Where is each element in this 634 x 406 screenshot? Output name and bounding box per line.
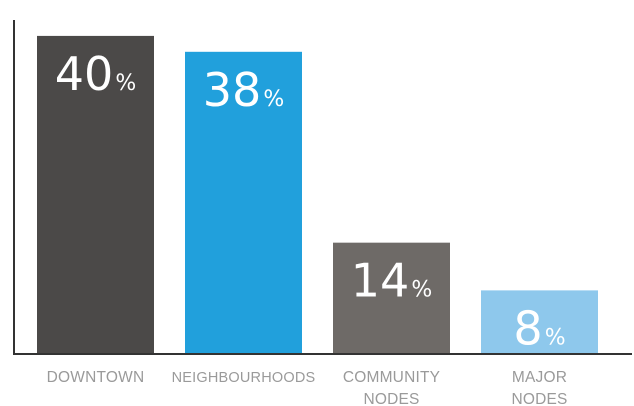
bar-value-label-1: 38% <box>203 63 284 117</box>
bar-value-number-1: 38 <box>203 63 262 117</box>
category-labels-layer: DOWNTOWN NEIGHBOURHOODS COMMUNITY NODES MAJO… <box>47 369 568 406</box>
bar-value-label-2: 14% <box>351 254 432 308</box>
value-labels-layer: 40% 38%14%8% <box>55 47 566 355</box>
category-label-2-line-0: COMMUNITY <box>343 369 440 386</box>
category-label-3-line-1: NODES <box>511 391 567 406</box>
bar-value-percent-2: % <box>411 278 432 303</box>
bar-1 <box>185 51 302 355</box>
category-label-3-line-0: MAJOR <box>512 369 567 386</box>
bar-value-percent-0: % <box>115 71 136 96</box>
axes-layer <box>13 20 632 355</box>
bar-value-label-3: 8% <box>513 301 565 355</box>
category-label-0: DOWNTOWN <box>47 369 145 386</box>
bar-0 <box>37 35 154 355</box>
bar-value-percent-3: % <box>545 325 566 350</box>
bar-value-label-0: 40% <box>55 47 136 101</box>
bar-value-percent-1: % <box>263 87 284 112</box>
bar-value-number-0: 40 <box>55 47 114 101</box>
bar-2 <box>333 242 450 354</box>
category-label-1: NEIGHBOURHOODS <box>172 370 316 386</box>
category-label-2-line-1: NODES <box>363 391 419 406</box>
bars-layer <box>37 35 598 355</box>
bar-value-number-2: 14 <box>351 254 410 308</box>
bar-3 <box>481 290 598 354</box>
bar-value-number-3: 8 <box>513 301 542 355</box>
